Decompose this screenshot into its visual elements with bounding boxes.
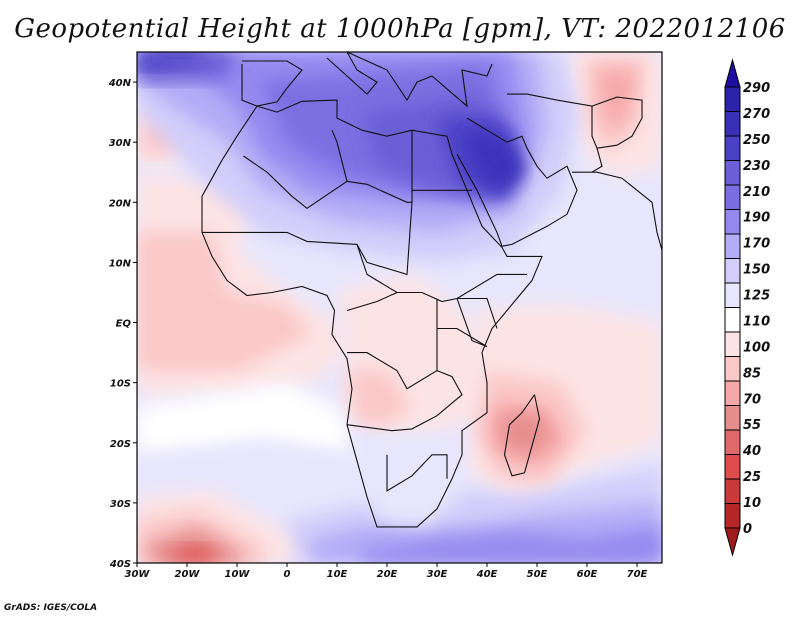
colorbar-label: 250 — [743, 133, 770, 148]
colorbar-label: 40 — [742, 444, 761, 459]
x-tick-label: 10W — [225, 569, 251, 580]
colorbar-label: 150 — [743, 263, 770, 278]
colorbar-swatch — [724, 258, 741, 284]
height-contour-region — [347, 370, 412, 425]
colorbar-label: 55 — [743, 418, 761, 433]
colorbar-label: 10 — [743, 496, 761, 511]
colorbar-label: 170 — [743, 237, 770, 252]
height-contour-region — [137, 382, 347, 455]
colorbar-swatch — [724, 111, 741, 137]
colorbar-swatch — [724, 184, 741, 210]
colorbar-swatch — [724, 282, 741, 308]
x-tick-label: 20E — [377, 569, 398, 580]
colorbar-swatch — [724, 331, 741, 357]
coastline-southern-border-2 — [386, 454, 448, 492]
height-contour-region — [137, 442, 362, 533]
colorbar-swatch — [724, 135, 741, 161]
colorbar-min-triangle — [724, 527, 741, 557]
colorbar-label: 70 — [743, 392, 761, 407]
coastline-horn-border — [456, 273, 527, 299]
y-tick-label: 10S — [110, 379, 131, 390]
height-contour-region — [137, 232, 312, 371]
height-contour-region — [147, 526, 247, 563]
colorbar-max-triangle — [724, 58, 741, 88]
coastline-sahara-border-1 — [243, 155, 412, 209]
colorbar-label: 190 — [743, 211, 770, 226]
colorbar-swatch — [724, 209, 741, 235]
coastline-iran-border — [507, 93, 603, 173]
colorbar-swatch — [724, 429, 741, 455]
coastline-india-gulf — [572, 171, 662, 251]
colorbar-swatch — [724, 454, 741, 480]
y-tick-label: EQ — [116, 319, 132, 330]
coastline-sahara-border-3 — [356, 130, 413, 276]
colorbar-swatch — [724, 86, 741, 112]
x-axis: 30W 20W 10W 0 10E 20E 30E 40E 50E 60E 70E — [125, 563, 648, 580]
colorbar-swatch — [724, 380, 741, 406]
x-tick-label: 30W — [125, 569, 151, 580]
coastline-italy-balkans — [326, 52, 493, 108]
colorbar-swatch — [724, 233, 741, 259]
coastline-central-border-2 — [347, 298, 438, 390]
colorbar-label: 125 — [743, 289, 770, 304]
colorbar-swatch — [724, 307, 741, 333]
colorbar-swatch — [724, 478, 741, 504]
y-axis: 40N 30N 20N 10N EQ 10S 20S 30S 40S — [108, 78, 137, 570]
height-contour-region — [147, 52, 207, 58]
height-contour-region — [167, 545, 227, 563]
colorbar-swatch — [724, 356, 741, 382]
colorbar-label: 270 — [743, 107, 770, 122]
y-tick-label: 40N — [108, 78, 132, 89]
colorbar-label: 110 — [743, 314, 770, 329]
map-frame — [136, 51, 663, 564]
coastline-iberia — [241, 60, 303, 107]
coastline-sahara-border-2 — [331, 129, 348, 182]
x-tick-label: 10E — [327, 569, 348, 580]
chart-title: Geopotential Height at 1000hPa [gpm], VT… — [14, 14, 786, 44]
height-contour-region — [137, 52, 217, 70]
x-tick-label: 30E — [427, 569, 448, 580]
coastlines-borders — [201, 52, 662, 528]
colorbar-swatch — [724, 503, 741, 529]
coastline-madagascar — [503, 394, 541, 477]
y-tick-label: 10N — [109, 258, 132, 269]
height-contour-region — [502, 412, 552, 455]
colorbar: 2902702502302101901701501251101008570554… — [724, 58, 770, 557]
colorbar-label: 210 — [743, 185, 770, 200]
coastline-afghan-border — [591, 96, 643, 149]
coastline-central-border-1 — [346, 291, 398, 312]
y-tick-label: 30N — [109, 138, 132, 149]
height-contour-region — [362, 526, 662, 563]
coastline-arabia — [456, 117, 578, 247]
colorbar-swatch — [724, 160, 741, 186]
height-contour-region — [467, 130, 522, 191]
x-tick-label: 60E — [577, 569, 598, 580]
x-tick-label: 70E — [627, 569, 648, 580]
colorbar-label: 85 — [743, 366, 761, 381]
x-tick-label: 50E — [527, 569, 548, 580]
coastline-southern-border — [346, 370, 463, 432]
x-tick-label: 0 — [284, 569, 291, 580]
colorbar-label: 0 — [743, 522, 752, 537]
colorbar-label: 100 — [743, 340, 770, 355]
x-tick-label: 40E — [476, 569, 498, 580]
y-tick-label: 30S — [110, 499, 131, 510]
x-tick-label: 20W — [175, 569, 201, 580]
colorbar-label: 25 — [743, 470, 761, 485]
coastline-africa-coast — [201, 99, 543, 528]
grads-credit: GrADS: IGES/COLA — [4, 603, 98, 613]
y-tick-label: 40S — [109, 559, 131, 570]
colorbar-label: 230 — [743, 159, 770, 174]
y-tick-label: 20S — [110, 439, 131, 450]
y-tick-label: 20N — [109, 198, 132, 209]
coastline-east-africa-border — [437, 298, 488, 348]
height-field — [137, 52, 662, 563]
colorbar-label: 290 — [743, 81, 770, 96]
colorbar-swatch — [724, 405, 741, 431]
height-contour-region — [597, 70, 637, 131]
